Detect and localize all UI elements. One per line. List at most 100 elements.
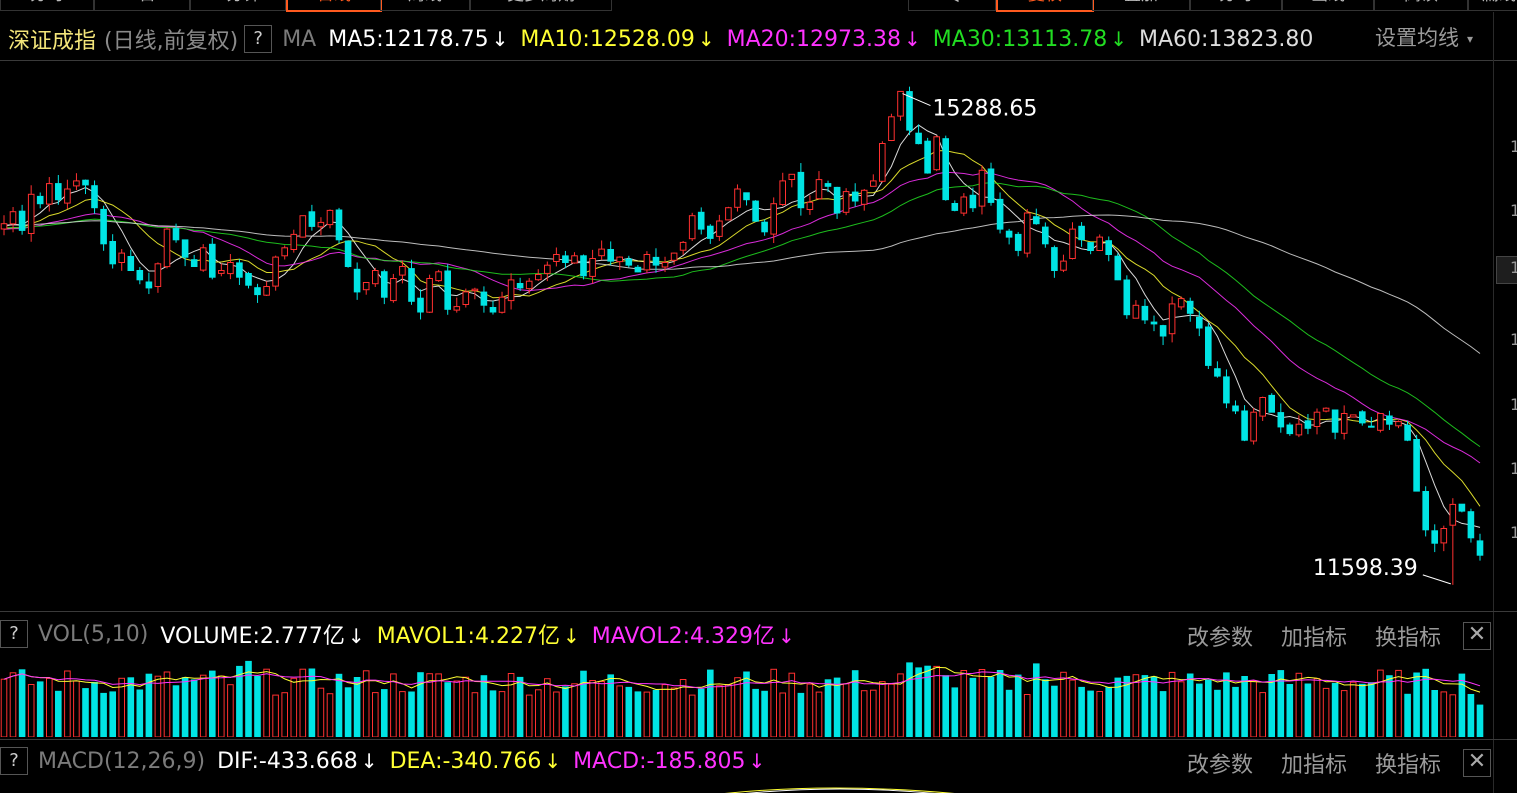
volume-legend: ? VOL(5,10) VOLUME:2.777亿 ↓ MAVOL1:4.227亿… bbox=[0, 614, 795, 654]
volume-bar bbox=[471, 692, 479, 737]
volume-bar bbox=[1467, 694, 1475, 737]
volume-bar bbox=[933, 665, 941, 737]
macd-help-button[interactable]: ? bbox=[0, 747, 28, 775]
candlestick-chart[interactable]: 15288.65 11598.39 bbox=[0, 60, 1493, 610]
macd-legend: ? MACD(12,26,9) DIF:-433.668 ↓ DEA:-340.7… bbox=[0, 741, 765, 781]
candle bbox=[1368, 416, 1375, 428]
volume-bar bbox=[743, 671, 750, 737]
candle bbox=[1159, 324, 1167, 346]
close-icon[interactable]: ✕ bbox=[1463, 622, 1491, 650]
volume-divider bbox=[0, 611, 1517, 612]
candle bbox=[616, 256, 624, 270]
candle bbox=[1268, 393, 1276, 413]
volume-bar bbox=[562, 686, 569, 737]
help-button[interactable]: ? bbox=[244, 25, 273, 53]
volume-bar bbox=[317, 687, 325, 737]
macd-switch-indicator-button[interactable]: 换指标 bbox=[1374, 753, 1441, 778]
close-icon[interactable]: ✕ bbox=[1463, 749, 1491, 777]
candle bbox=[1431, 524, 1439, 553]
volume-bar bbox=[906, 662, 913, 737]
volume-bar bbox=[589, 680, 596, 737]
volume-bar bbox=[1005, 689, 1013, 737]
volume-bar bbox=[91, 681, 98, 737]
candle bbox=[634, 264, 642, 273]
candle bbox=[1304, 414, 1312, 435]
volume-bar bbox=[1214, 689, 1221, 737]
volume-bar bbox=[1368, 682, 1375, 737]
volume-bar bbox=[544, 678, 551, 737]
volume-bar bbox=[199, 674, 207, 737]
volume-bar bbox=[779, 692, 787, 737]
candle bbox=[27, 185, 35, 242]
volume-bar bbox=[842, 683, 850, 737]
volume-bar bbox=[1286, 684, 1294, 737]
volume-add-indicator-button[interactable]: 加指标 bbox=[1280, 626, 1347, 651]
candle bbox=[525, 278, 533, 294]
volume-switch-indicator-button[interactable]: 换指标 bbox=[1374, 626, 1441, 651]
period-tab[interactable]: 画线 bbox=[1282, 0, 1374, 11]
volume-bar bbox=[643, 691, 651, 737]
candle bbox=[9, 207, 17, 233]
period-tab-bar: 分时5日5分钟日线周线更多周期◀复权叠加分时画线阅读扁线 bbox=[0, 0, 1517, 12]
candle bbox=[1096, 234, 1104, 252]
mavol-line bbox=[3, 666, 1481, 693]
volume-edit-params-button[interactable]: 改参数 bbox=[1186, 626, 1253, 651]
candle bbox=[0, 215, 8, 236]
candle bbox=[598, 240, 605, 260]
volume-bar bbox=[1087, 690, 1094, 737]
period-tab[interactable]: 日线 bbox=[286, 0, 382, 12]
period-tab[interactable]: 扁线 bbox=[1468, 0, 1517, 11]
volume-bar bbox=[507, 673, 515, 737]
candle bbox=[535, 269, 542, 281]
period-tab[interactable]: ◀ bbox=[908, 0, 996, 11]
period-tab[interactable]: 叠加 bbox=[1092, 0, 1190, 11]
candle bbox=[1286, 422, 1294, 436]
macd-indicator-name: MACD(12,26,9) bbox=[38, 748, 206, 774]
macd-edit-params-button[interactable]: 改参数 bbox=[1186, 753, 1253, 778]
period-tab[interactable]: 复权 bbox=[996, 0, 1094, 12]
candle bbox=[906, 86, 913, 136]
period-tab[interactable]: 周线 bbox=[380, 0, 470, 11]
volume-bar bbox=[1359, 683, 1366, 737]
candle bbox=[36, 192, 44, 209]
macd-chart[interactable] bbox=[0, 780, 1493, 793]
volume-bar bbox=[1042, 679, 1049, 737]
volume-bar bbox=[381, 689, 388, 737]
volume-bar bbox=[978, 669, 986, 737]
candle bbox=[181, 239, 189, 267]
volume-bar bbox=[1051, 685, 1058, 737]
volume-bar bbox=[924, 665, 931, 737]
candle bbox=[118, 248, 126, 271]
dea-line bbox=[724, 787, 955, 793]
volume-bar bbox=[598, 681, 605, 737]
volume-bar bbox=[1241, 676, 1248, 737]
candle bbox=[969, 187, 977, 212]
ma-settings-button[interactable]: 设置均线 ▾ bbox=[1370, 18, 1473, 58]
period-tab[interactable]: 更多周期 bbox=[470, 0, 612, 11]
period-tab[interactable]: 阅读 bbox=[1374, 0, 1468, 11]
volume-bar bbox=[553, 691, 560, 737]
candle bbox=[960, 193, 968, 217]
volume-chart[interactable] bbox=[0, 655, 1493, 737]
candle bbox=[489, 300, 497, 315]
candle bbox=[399, 260, 406, 284]
candle bbox=[1250, 408, 1257, 445]
candle bbox=[761, 219, 768, 236]
candle bbox=[1051, 245, 1058, 278]
candle bbox=[1259, 396, 1267, 422]
volume-bar bbox=[73, 680, 80, 737]
volume-bar bbox=[761, 690, 768, 737]
volume-bar bbox=[1458, 673, 1466, 737]
period-tab[interactable]: 5日 bbox=[94, 0, 190, 11]
volume-help-button[interactable]: ? bbox=[0, 620, 28, 648]
ma30-readout: MA30:13113.78 ↓ bbox=[932, 26, 1127, 52]
candle bbox=[1014, 232, 1022, 257]
period-tab[interactable]: 分时 bbox=[1190, 0, 1282, 11]
candle bbox=[607, 241, 615, 266]
period-tab[interactable]: 5分钟 bbox=[190, 0, 286, 11]
volume-bar bbox=[616, 685, 624, 737]
period-tab[interactable]: 分时 bbox=[0, 0, 94, 11]
candle bbox=[933, 135, 941, 172]
candle bbox=[163, 227, 171, 269]
macd-add-indicator-button[interactable]: 加指标 bbox=[1280, 753, 1347, 778]
